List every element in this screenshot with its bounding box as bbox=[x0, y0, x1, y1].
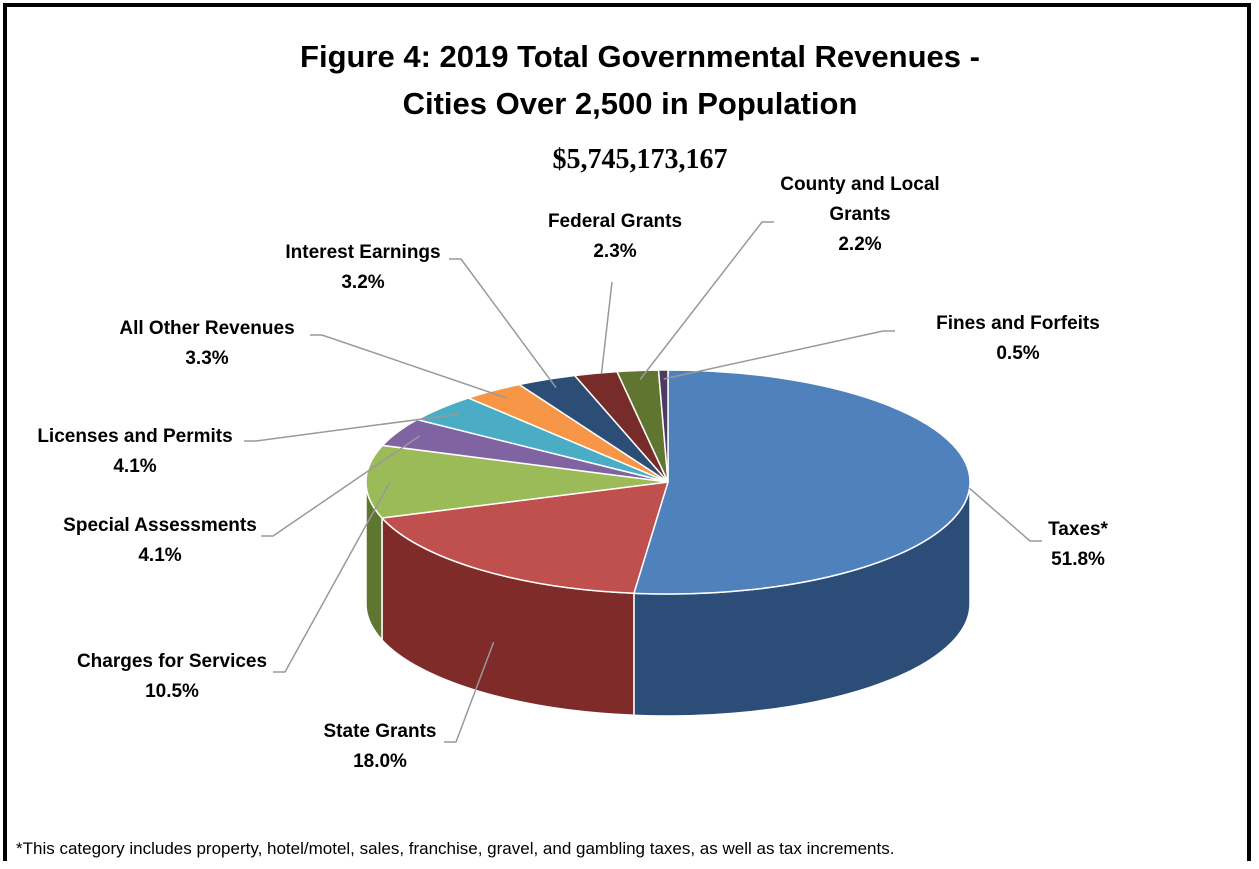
pie-slice-1 bbox=[380, 481, 670, 595]
leader-line-0 bbox=[969, 487, 1042, 542]
leader-line-1 bbox=[444, 641, 495, 743]
slice-label-5: All Other Revenues bbox=[119, 318, 294, 339]
slice-label-3: Special Assessments bbox=[63, 515, 257, 536]
slice-label-6: Interest Earnings bbox=[285, 242, 440, 263]
leader-line-3 bbox=[261, 435, 420, 537]
footnote: *This category includes property, hotel/… bbox=[16, 839, 894, 858]
leader-lines bbox=[244, 221, 1042, 743]
slice-labels: Taxes* 51.8% State Grants 18.0% Charges for … bbox=[37, 174, 1108, 772]
slice-value-0: 51.8% bbox=[1051, 549, 1105, 570]
pie-top bbox=[365, 369, 971, 595]
chart-title-line2: Cities Over 2,500 in Population bbox=[403, 86, 858, 121]
leader-line-5 bbox=[310, 334, 508, 399]
leader-line-7 bbox=[600, 281, 613, 375]
slice-value-4: 4.1% bbox=[113, 456, 156, 477]
slice-label-8-line1: Grants bbox=[829, 204, 890, 225]
slice-value-8: 2.2% bbox=[838, 234, 881, 255]
slice-label-0: Taxes* bbox=[1048, 519, 1108, 540]
pie-sides bbox=[365, 481, 971, 717]
slice-value-3: 4.1% bbox=[138, 545, 181, 566]
slice-label-8-line0: County and Local bbox=[780, 174, 939, 195]
slice-value-5: 3.3% bbox=[185, 348, 228, 369]
chart-subtitle-total: $5,745,173,167 bbox=[553, 144, 728, 175]
slice-value-9: 0.5% bbox=[996, 343, 1039, 364]
slice-value-6: 3.2% bbox=[341, 272, 384, 293]
pie-slice-2 bbox=[365, 444, 669, 519]
slice-label-7: Federal Grants bbox=[548, 211, 682, 232]
chart-title-line1: Figure 4: 2019 Total Governmental Revenu… bbox=[300, 39, 980, 74]
slice-label-4: Licenses and Permits bbox=[37, 426, 232, 447]
slice-label-2: Charges for Services bbox=[77, 651, 267, 672]
slice-label-9: Fines and Forfeits bbox=[936, 313, 1100, 334]
leader-line-2 bbox=[273, 481, 391, 673]
pie-slice-9 bbox=[657, 369, 669, 483]
leader-line-9 bbox=[663, 330, 895, 380]
leader-line-6 bbox=[449, 258, 557, 389]
slice-value-2: 10.5% bbox=[145, 681, 199, 702]
leader-line-8 bbox=[639, 221, 774, 380]
slice-value-7: 2.3% bbox=[593, 241, 636, 262]
slice-label-1: State Grants bbox=[324, 721, 437, 742]
chart-frame bbox=[3, 3, 1251, 861]
leader-line-4 bbox=[244, 413, 460, 442]
slice-value-1: 18.0% bbox=[353, 751, 407, 772]
